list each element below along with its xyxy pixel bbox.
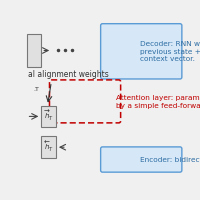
- Bar: [41, 136, 56, 158]
- Text: .T: .T: [34, 87, 39, 92]
- FancyBboxPatch shape: [101, 24, 182, 79]
- Bar: [27, 34, 41, 67]
- Text: Encoder: bidirectional RNN: Encoder: bidirectional RNN: [140, 157, 200, 163]
- Bar: [41, 106, 56, 127]
- Text: Attention layer: parameterized
by a simple feed-forward netw...: Attention layer: parameterized by a simp…: [116, 95, 200, 109]
- Text: al alignment weights: al alignment weights: [28, 70, 109, 79]
- Text: $\overrightarrow{h}_T$: $\overrightarrow{h}_T$: [44, 109, 53, 123]
- FancyBboxPatch shape: [101, 147, 182, 172]
- Text: $\overleftarrow{h}_T$: $\overleftarrow{h}_T$: [44, 140, 53, 154]
- FancyBboxPatch shape: [49, 80, 121, 123]
- Text: Decoder: RNN with input from
previous state + dynamic
context vector.: Decoder: RNN with input from previous st…: [140, 41, 200, 62]
